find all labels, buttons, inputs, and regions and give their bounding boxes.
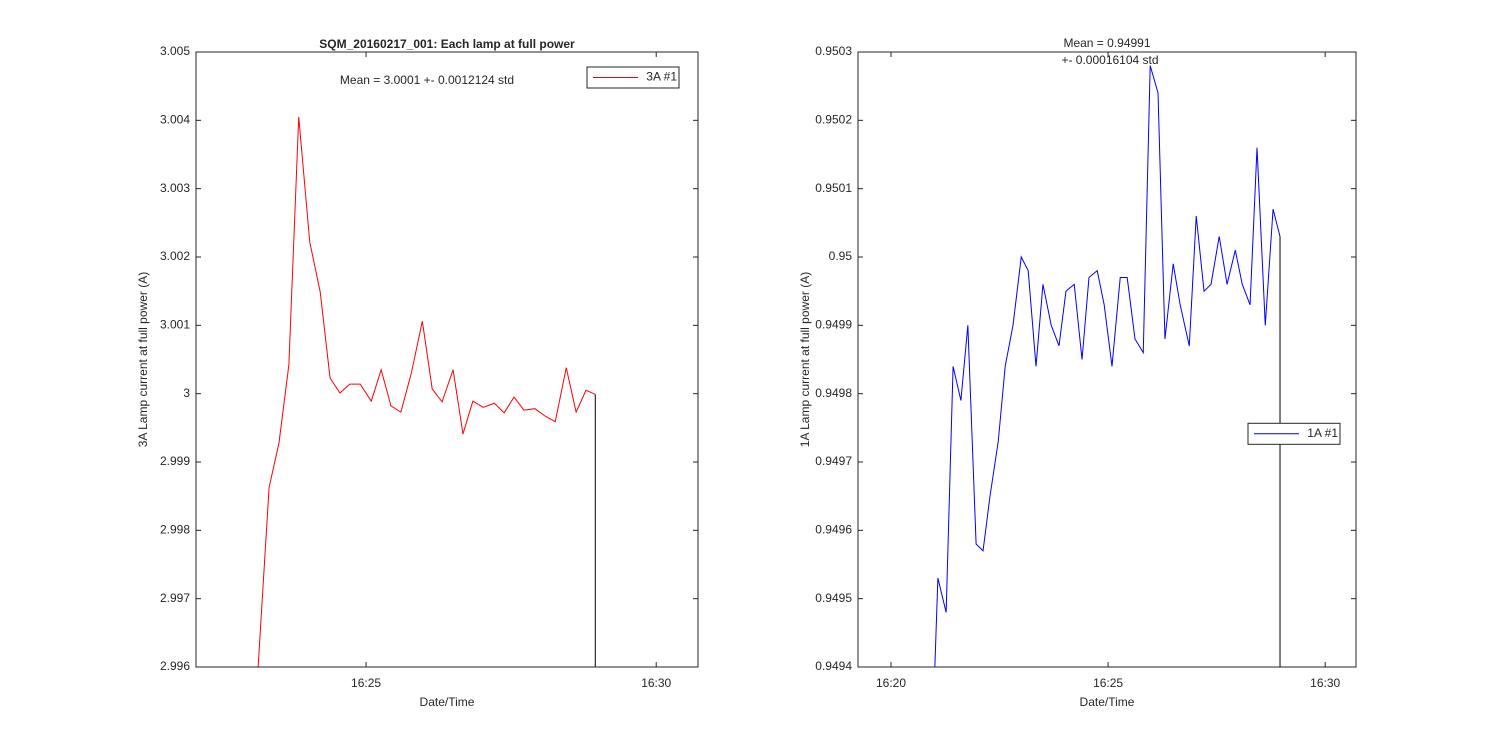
annotation: +- 0.00016104 std	[1061, 53, 1158, 67]
legend: 3A #1	[586, 66, 680, 89]
x-axis-label: Date/Time	[420, 695, 475, 709]
x-tick-label: 16:25	[351, 676, 381, 690]
y-tick-label: 0.9503	[815, 44, 852, 58]
annotation: Mean = 3.0001 +- 0.0012124 std	[340, 73, 514, 87]
axes: 2.996 2.997 2.998 2.999 3 3.001 3.002 3.003 3.00…	[136, 37, 699, 709]
y-tick-label: 0.9495	[815, 591, 852, 605]
y-tick-label: 3.002	[160, 249, 190, 263]
x-axis-label: Date/Time	[1080, 695, 1135, 709]
axes-box	[857, 51, 1357, 668]
y-tick-label: 0.9494	[815, 659, 852, 673]
legend-label: 3A #1	[646, 70, 677, 84]
y-tick-label: 0.9498	[815, 386, 852, 400]
x-tick-label: 16:30	[641, 676, 671, 690]
axes: 0.9494 0.9495 0.9496 0.9497 0.9498 0.9499 0.95…	[798, 36, 1357, 709]
axes-box	[195, 51, 699, 668]
legend-label: 1A #1	[1307, 426, 1338, 440]
x-tick-label: 16:30	[1310, 676, 1340, 690]
chart-title: SQM_20160217_001: Each lamp at full powe…	[319, 37, 575, 51]
plot-area	[196, 52, 698, 667]
y-tick-label: 0.9501	[815, 181, 852, 195]
y-tick-label: 2.999	[160, 454, 190, 468]
x-tick-label: 16:20	[876, 676, 906, 690]
x-tick-label: 16:25	[1093, 676, 1123, 690]
y-tick-label: 0.9502	[815, 113, 852, 127]
y-tick-label: 2.998	[160, 523, 190, 537]
y-tick-label: 2.997	[160, 591, 190, 605]
data-line	[257, 116, 596, 667]
y-tick-label: 3.001	[160, 318, 190, 332]
y-tick-label: 0.9497	[815, 454, 852, 468]
y-axis-label: 3A Lamp current at full power (A)	[136, 272, 150, 447]
y-tick-label: 3	[183, 386, 190, 400]
y-tick-label: 2.996	[160, 659, 190, 673]
annotation: Mean = 0.94991	[1063, 36, 1150, 50]
plot-area	[858, 52, 1356, 667]
data-line	[934, 65, 1281, 667]
y-tick-label: 0.95	[829, 249, 853, 263]
y-tick-label: 3.003	[160, 181, 190, 195]
y-axis-label: 1A Lamp current at full power (A)	[798, 272, 812, 447]
y-tick-label: 0.9496	[815, 523, 852, 537]
legend: 1A #1	[1247, 422, 1341, 445]
y-tick-label: 0.9499	[815, 318, 852, 332]
y-tick-label: 3.005	[160, 44, 190, 58]
y-tick-label: 3.004	[160, 113, 190, 127]
